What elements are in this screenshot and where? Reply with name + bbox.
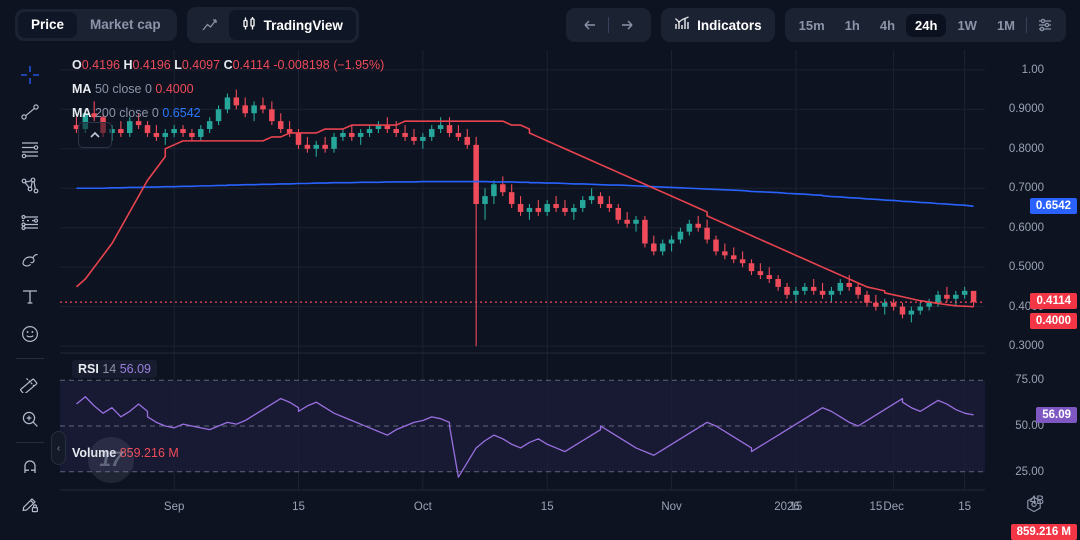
timeframe-1m[interactable]: 1M [996,17,1015,33]
timeframe-1w[interactable]: 1W [957,17,977,33]
time-tick-Dec: Dec [883,501,904,513]
rsi-period: 14 [102,362,117,376]
price-tick-1.00: 1.00 [1021,63,1044,76]
arrow-left-icon[interactable] [572,13,608,37]
horizontal-lines-tool[interactable] [10,132,50,167]
timeframe-24h[interactable]: 24h [906,13,947,37]
rsi-tick-75.00: 75.00 [1015,374,1044,387]
trend-line-tool[interactable] [10,95,50,130]
volume-label: Volume [72,446,117,460]
tab-market-cap[interactable]: Market cap [90,17,161,33]
time-tick-15: 15 [789,501,803,513]
toolbar-right-group: Indicators 15m 1h 4h 24h 1W 1M [566,8,1066,42]
zoom-in-tool[interactable] [10,401,50,436]
indicators-label: Indicators [697,17,762,33]
tab-price[interactable]: Price [18,12,78,38]
candlestick-icon [242,16,257,34]
toolbar-divider-1 [16,357,44,359]
rsi-legend[interactable]: RSI 14 56.09 [72,360,157,378]
price-tick-0.5000: 0.5000 [1008,261,1044,274]
pitchfork-tool[interactable] [10,169,50,204]
fib-retracement-tool[interactable] [10,206,50,241]
rsi-label: RSI [78,362,99,376]
indicators-bars-icon [674,16,690,34]
chart-type-group: TradingView [186,7,359,43]
rsi-tick-25.00: 25.00 [1015,465,1044,478]
hex-settings-icon[interactable] [1026,496,1042,518]
time-tick-15: 15 [540,501,554,513]
price-tick-0.8000: 0.8000 [1008,142,1044,155]
timeframe-1h[interactable]: 1h [844,17,860,33]
price-tick-0.6000: 0.6000 [1008,221,1044,234]
timeframe-4h[interactable]: 4h [879,17,896,33]
brush-tool[interactable] [10,243,50,278]
price-tick-0.3000: 0.3000 [1008,340,1044,353]
toolbar-divider-2 [16,442,44,444]
time-tick-15: 15 [958,501,972,513]
crosshair-tool[interactable] [10,58,50,93]
price-tick-0.7000: 0.7000 [1008,182,1044,195]
lock-drawings-tool[interactable] [10,486,50,521]
time-tick-Sep: Sep [163,501,185,513]
text-tool[interactable] [10,280,50,315]
time-tick-Oct: Oct [413,501,432,513]
ma200-price-badge[interactable]: 0.6542 [1029,198,1077,215]
rsi-value: 56.09 [119,362,151,376]
last-price-badge[interactable]: 0.4114 [1030,293,1077,310]
price-chart-canvas[interactable] [60,50,985,495]
rsi-value-badge[interactable]: 56.09 [1036,406,1077,423]
timeframe-divider [1026,17,1027,33]
emoji-tool[interactable] [10,317,50,352]
time-tick-15: 15 [869,501,883,513]
time-tick-2026: 2026 [774,501,800,513]
volume-legend[interactable]: Volume 859.216 M [72,446,179,460]
tradingview-label: TradingView [263,17,343,33]
rsi-tick-50.00: 50.00 [1015,420,1044,432]
collapse-legend-button[interactable] [78,122,112,148]
arrow-right-icon[interactable] [609,13,645,37]
magnet-tool[interactable] [10,449,50,484]
line-chart-icon[interactable] [190,11,229,40]
sliders-icon[interactable] [1029,13,1061,37]
price-tick-0.9000: 0.9000 [1008,103,1044,116]
chart-area[interactable]: ‹ O0.4196 H0.4196 L0.4097 C0.4114 -0.008… [51,50,1080,540]
volume-value: 859.216 M [119,446,179,460]
time-axis[interactable]: Sep 15 Oct 15 Nov 15 Dec 15 2026 15 [60,495,985,521]
price-axis[interactable]: 1.00 0.9000 0.8000 0.7000 0.6000 0.5000 0.4000… [985,50,1080,540]
history-nav-group [566,8,652,42]
top-toolbar: Price Market cap TradingView [0,0,1080,50]
indicators-button[interactable]: Indicators [661,8,775,42]
nav-divider [608,17,610,33]
volume-value-badge[interactable]: 859.216 M [1010,524,1077,540]
measure-tool[interactable] [10,364,50,399]
price-marketcap-toggle: Price Market cap [15,9,177,41]
time-tick-Nov: Nov [661,501,682,513]
drawing-toolbar [0,50,60,521]
timeframe-group: 15m 1h 4h 24h 1W 1M [784,8,1066,42]
time-tick-15: 15 [292,501,305,513]
tradingview-button[interactable]: TradingView [228,10,356,40]
panel-collapse-tab[interactable]: ‹ [51,431,66,465]
ma50-price-badge[interactable]: 0.4000 [1029,313,1077,330]
timeframe-15m[interactable]: 15m [798,17,825,33]
